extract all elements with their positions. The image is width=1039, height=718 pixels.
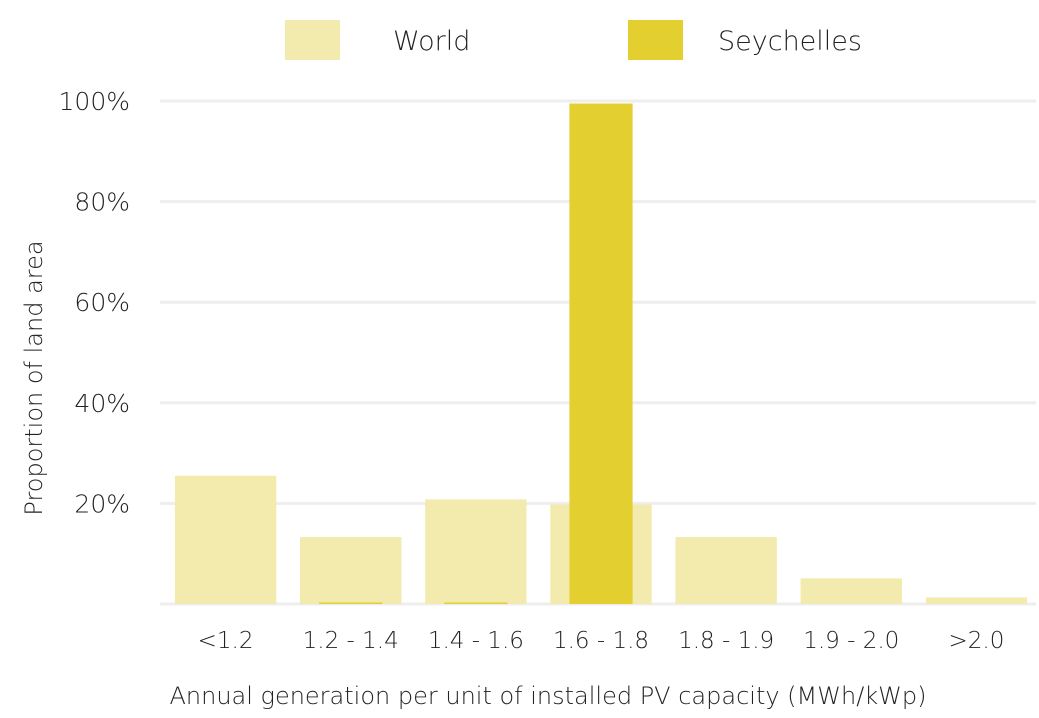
x-tick-label: <1.2	[198, 628, 254, 654]
legend-swatch-world	[285, 20, 340, 60]
x-tick-label: 1.2 - 1.4	[303, 628, 399, 654]
y-axis-title: Proportion of land area	[20, 240, 48, 515]
series-seychelles-bars	[319, 103, 633, 604]
bar-world	[925, 597, 1028, 604]
legend-label-seychelles: Seychelles	[718, 26, 862, 57]
x-axis-tick-labels: <1.2 1.2 - 1.4 1.4 - 1.6 1.6 - 1.8 1.8 - 1.9…	[198, 628, 1005, 654]
x-tick-label: 1.9 - 2.0	[803, 628, 899, 654]
bar-world	[174, 475, 277, 604]
y-tick-label: 20%	[74, 489, 130, 518]
bar-world	[675, 537, 777, 604]
bar-world	[300, 537, 402, 604]
y-tick-label: 40%	[74, 389, 130, 418]
x-tick-label: 1.4 - 1.6	[428, 628, 524, 654]
bar-world	[800, 578, 902, 604]
x-tick-label: >2.0	[948, 628, 1004, 654]
x-tick-label: 1.8 - 1.9	[678, 628, 774, 654]
bar-seychelles	[444, 602, 508, 604]
bar-seychelles	[319, 602, 383, 604]
legend: World Seychelles	[285, 20, 862, 60]
y-tick-label: 100%	[59, 87, 130, 116]
bar-seychelles	[569, 103, 633, 604]
x-axis-title: Annual generation per unit of installed …	[169, 682, 926, 710]
bar-world	[425, 499, 527, 604]
y-axis-tick-labels: 20% 40% 60% 80% 100%	[59, 87, 130, 518]
legend-swatch-seychelles	[628, 20, 683, 60]
y-tick-label: 80%	[74, 188, 130, 217]
x-tick-label: 1.6 - 1.8	[553, 628, 649, 654]
legend-label-world: World	[393, 26, 470, 57]
y-tick-label: 60%	[74, 288, 130, 317]
